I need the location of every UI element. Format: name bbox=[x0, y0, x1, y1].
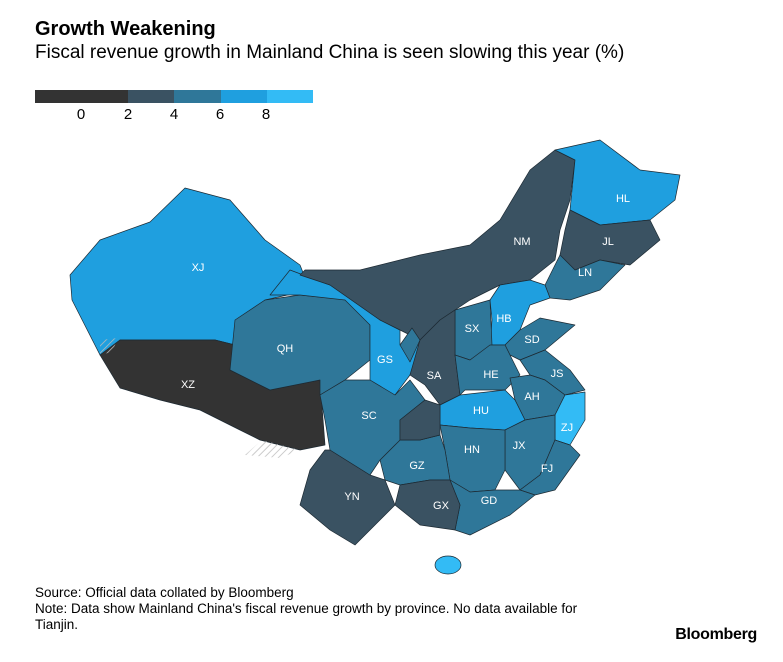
province-label: JS bbox=[551, 368, 564, 380]
legend-tick: 4 bbox=[169, 106, 179, 123]
province-label: ZJ bbox=[561, 422, 573, 434]
province-label: XZ bbox=[181, 379, 195, 391]
legend-tick: 8 bbox=[261, 106, 271, 123]
province-NM bbox=[299, 149, 576, 341]
province-label: GX bbox=[433, 500, 450, 512]
province-label: NM bbox=[513, 236, 530, 248]
province-HE bbox=[454, 344, 521, 396]
province-label: GS bbox=[377, 354, 393, 366]
province-label: SC bbox=[361, 410, 376, 422]
legend-tick: 0 bbox=[76, 106, 86, 123]
province-label: SD bbox=[524, 334, 539, 346]
bloomberg-logo: Bloomberg bbox=[675, 626, 757, 643]
province-NX bbox=[399, 327, 421, 363]
legend-tick: 2 bbox=[123, 106, 133, 123]
province-label: HE bbox=[483, 369, 498, 381]
legend-swatch-8-plus bbox=[267, 90, 313, 103]
province-SD bbox=[504, 317, 576, 361]
province-HI bbox=[434, 555, 462, 575]
source-text: Source: Official data collated by Bloomb… bbox=[35, 585, 294, 600]
province-label: HL bbox=[616, 193, 630, 205]
province-JL bbox=[559, 209, 661, 271]
province-label: HB bbox=[496, 313, 511, 325]
chart-title: Growth Weakening bbox=[35, 18, 216, 40]
province-label: JL bbox=[602, 236, 614, 248]
disputed-area-hatch bbox=[245, 440, 300, 458]
province-QH bbox=[229, 294, 371, 396]
province-label: SA bbox=[427, 370, 442, 382]
province-label: SX bbox=[465, 323, 480, 335]
province-label: FJ bbox=[541, 463, 553, 475]
province-CQ bbox=[399, 399, 441, 441]
legend-swatch-4-6 bbox=[174, 90, 221, 103]
province-GX bbox=[394, 479, 461, 531]
disputed-area-hatch bbox=[100, 338, 118, 355]
legend-swatch-6-8 bbox=[221, 90, 267, 103]
note-text: Note: Data show Mainland China's fiscal … bbox=[35, 601, 578, 632]
province-label: LN bbox=[578, 267, 592, 279]
province-label: XJ bbox=[192, 262, 205, 274]
province-label: QH bbox=[277, 343, 294, 355]
footer-notes: Source: Official data collated by Bloomb… bbox=[35, 585, 595, 633]
province-label: JX bbox=[513, 440, 527, 452]
chart-subtitle: Fiscal revenue growth in Mainland China … bbox=[35, 42, 625, 63]
province-label: AH bbox=[524, 391, 539, 403]
legend-tick: 6 bbox=[215, 106, 225, 123]
province-label: HU bbox=[473, 405, 489, 417]
province-label: GD bbox=[481, 495, 498, 507]
province-label: HN bbox=[464, 444, 480, 456]
legend-swatch-0-2 bbox=[35, 90, 128, 103]
province-label: YN bbox=[344, 491, 359, 503]
color-legend bbox=[35, 90, 313, 103]
legend-swatch-2-4 bbox=[128, 90, 174, 103]
province-HL bbox=[554, 139, 681, 226]
province-XZ bbox=[99, 339, 326, 451]
province-label: GZ bbox=[409, 460, 425, 472]
